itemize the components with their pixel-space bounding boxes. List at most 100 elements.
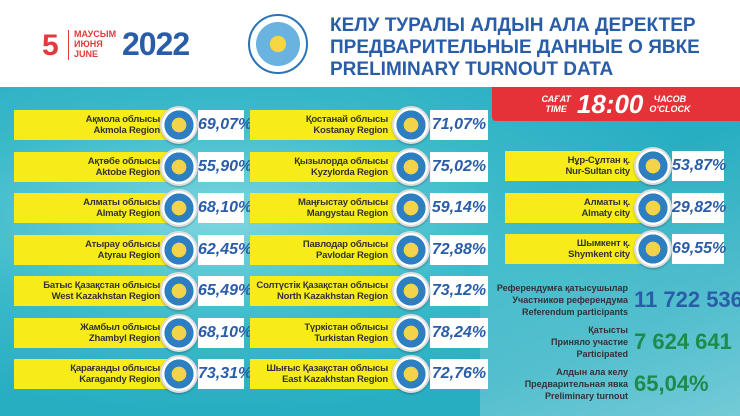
region-turnout: 53,87% [672,151,726,181]
region-turnout: 68,10% [198,193,252,223]
stat-label-line: Қатысты [588,325,628,335]
stat-value: 65,04% [634,371,709,396]
month-ru: ИЮНЯ [74,39,103,49]
stat-label-line: Участников референдума [512,295,628,305]
region-name-kz: Солтүстік Қазақстан облысы [256,280,388,291]
region-name: Солтүстік Қазақстан облысы North Kazakhst… [250,276,400,306]
region-name-en: North Kazakhstan Region [277,291,388,302]
divider [68,30,69,60]
stat-label: Референдумға қатысушылар Участников рефер… [480,282,628,318]
region-name-en: Almaty Region [96,208,160,219]
region-row: Нұр-Сұлтан қ. Nur-Sultan city 53,87% [0,147,740,185]
region-turnout: 55,90% [198,151,252,182]
stat-label-line: Референдумға қатысушылар [496,283,628,293]
region-name-kz: Қызылорда облысы [294,155,388,167]
region-turnout: 72,76% [430,359,488,389]
region-name: Қостанай облысы Kostanay Region [250,110,400,140]
region-name: Қарағанды облысы Karagandy Region [14,359,172,389]
region-emblem-icon [160,313,198,352]
region-name-kz: Қарағанды облысы [70,363,160,374]
region-name: Павлодар облысы Pavlodar Region [250,234,400,265]
title-ru: ПРЕДВАРИТЕЛЬНЫЕ ДАННЫЕ О ЯВКЕ [330,37,700,58]
region-emblem-icon [392,230,430,269]
region-row: Солтүстік Қазақстан облысы North Kazakhst… [0,272,740,310]
oclock-label: ЧАСОВ O'CLOCK [649,94,690,114]
region-emblem-icon [392,355,430,393]
region-name: Шымкент қ. Shymkent city [505,234,642,264]
region-name: Ақтөбе облысы Aktobe Region [14,151,172,182]
region-name-en: Aktobe Region [95,166,161,178]
region-emblem-icon [392,147,430,186]
region-name-en: Kostanay Region [313,125,388,136]
date-month: МАУСЫМ ИЮНЯ JUNE [74,29,116,59]
region-turnout: 71,07% [430,110,488,140]
date-year: 2022 [122,26,190,62]
region-row: Батыс Қазақстан облысы West Kazakhstan Re… [0,272,740,310]
region-row: Қарағанды облысы Karagandy Region 73,31% [0,355,740,393]
region-name-kz: Шығыс Қазақстан облысы [266,363,388,374]
region-name: Жамбыл облысы Zhambyl Region [14,317,172,348]
month-kz: МАУСЫМ [74,29,117,39]
region-name-kz: Атырау облысы [85,238,160,250]
time-label-kz: САҒАТ [541,94,571,104]
election-commission-emblem-icon [248,14,308,74]
stat-label-line: Participated [576,349,628,359]
region-name-kz: Нұр-Сұлтан қ. [567,155,631,166]
region-row: Қостанай облысы Kostanay Region 71,07% [0,106,740,144]
region-name-kz: Алматы облысы [83,197,160,208]
time-value: 18:00 [576,88,644,119]
region-name: Алматы қ. Almaty city [505,192,642,223]
region-name-kz: Маңғыстау облысы [297,197,388,208]
region-name-en: East Kazakhstan Region [282,374,388,385]
region-turnout: 69,55% [672,234,726,264]
region-name: Ақмола облысы Akmola Region [14,110,172,140]
region-name-kz: Ақтөбе облысы [87,155,160,167]
region-name-kz: Қостанай облысы [305,114,388,125]
region-name-en: Turkistan Region [314,332,388,344]
region-row: Ақмола облысы Akmola Region 69,07% [0,106,740,144]
stat-label-line: Предварительная явка [524,379,628,389]
stat-value: 7 624 641 [634,329,732,354]
region-row: Шығыс Қазақстан облысы East Kazakhstan Re… [0,355,740,393]
region-name: Нұр-Сұлтан қ. Nur-Sultan city [505,151,642,181]
stat-label-line: Приняло участие [551,337,628,347]
stat-label: Алдын ала келу Предварительная явка Prelim… [480,366,628,402]
region-name-en: Nur-Sultan city [565,166,630,177]
region-turnout: 68,10% [198,317,252,348]
region-name-en: Kyzylorda Region [310,166,388,178]
region-name: Түркістан облысы Turkistan Region [250,317,400,348]
page-title: КЕЛУ ТУРАЛЫ АЛДЫН АЛА ДЕРЕКТЕР ПРЕДВАРИТ… [330,15,700,81]
region-turnout: 73,31% [198,359,252,389]
oclock-label-en: O'CLOCK [649,104,691,114]
region-name-kz: Түркістан облысы [304,321,388,333]
region-emblem-icon [392,313,430,352]
region-emblem-icon [392,106,430,144]
region-emblem-icon [160,106,198,144]
region-turnout: 69,07% [198,110,252,140]
region-turnout: 78,24% [430,317,488,348]
region-name: Алматы облысы Almaty Region [14,193,172,223]
region-row: Атырау облысы Atyrau Region 62,45% [0,230,740,269]
region-name: Шығыс Қазақстан облысы East Kazakhstan Re… [250,359,400,389]
region-name-en: Karagandy Region [79,374,160,385]
oclock-label-ru: ЧАСОВ [653,94,687,104]
region-name-en: Atyrau Region [97,249,161,261]
region-name-en: Shymkent city [568,249,630,260]
region-name-kz: Алматы қ. [583,196,630,208]
time-label: САҒАТ TIME [541,94,570,114]
region-name-kz: Жамбыл облысы [80,321,160,333]
region-row: Жамбыл облысы Zhambyl Region 68,10% [0,313,740,352]
region-emblem-icon [160,147,198,186]
time-label-en: TIME [545,104,567,114]
region-turnout: 73,12% [430,276,488,306]
stat-label-line: Referendum participants [521,307,628,317]
region-name-kz: Павлодар облысы [302,238,388,250]
region-name-kz: Ақмола облысы [85,114,161,125]
region-turnout: 29,82% [672,192,726,223]
region-emblem-icon [160,230,198,269]
header: 5 МАУСЫМ ИЮНЯ JUNE 2022 КЕЛУ ТУРАЛЫ АЛДЫ… [0,0,740,87]
time-badge: САҒАТ TIME 18:00 ЧАСОВ O'CLOCK [492,87,740,121]
region-turnout: 65,49% [198,276,252,306]
region-row: Алматы облысы Almaty Region 68,10% [0,189,740,227]
region-turnout: 59,14% [430,193,488,223]
